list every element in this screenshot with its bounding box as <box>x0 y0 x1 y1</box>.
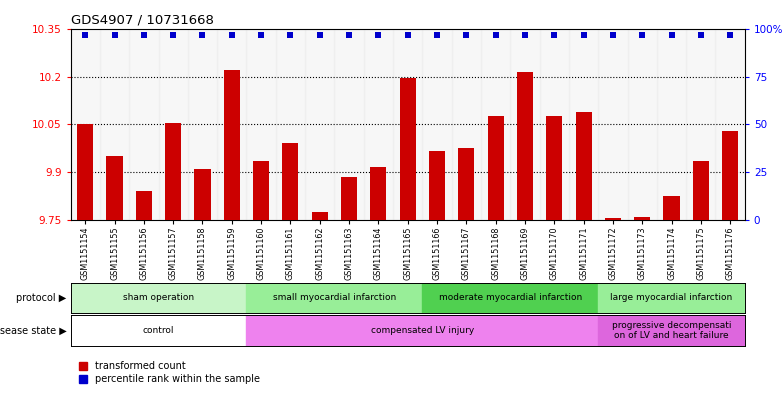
Bar <box>77 124 93 220</box>
Point <box>401 32 414 38</box>
Bar <box>546 116 562 220</box>
Bar <box>223 70 240 220</box>
Bar <box>400 78 416 220</box>
Point <box>167 32 180 38</box>
Point <box>548 32 561 38</box>
Text: compensated LV injury: compensated LV injury <box>371 326 474 335</box>
Bar <box>458 148 474 220</box>
Bar <box>364 29 393 220</box>
Bar <box>71 283 246 313</box>
Bar <box>165 123 181 220</box>
Bar <box>598 283 745 313</box>
Bar <box>335 29 364 220</box>
Bar <box>693 161 709 220</box>
Bar <box>246 283 423 313</box>
Text: small myocardial infarction: small myocardial infarction <box>273 294 396 302</box>
Bar <box>429 151 445 220</box>
Bar <box>423 283 598 313</box>
Bar <box>253 161 269 220</box>
Bar <box>194 169 211 220</box>
Point <box>577 32 590 38</box>
Bar <box>569 29 598 220</box>
Point <box>489 32 502 38</box>
Text: disease state ▶: disease state ▶ <box>0 325 67 336</box>
Bar <box>686 29 716 220</box>
Bar <box>107 156 122 220</box>
Point <box>79 32 92 38</box>
Bar <box>539 29 569 220</box>
Point <box>636 32 648 38</box>
Point <box>724 32 736 38</box>
Bar <box>598 29 627 220</box>
Bar <box>305 29 335 220</box>
Bar <box>158 29 188 220</box>
Point <box>607 32 619 38</box>
Point <box>196 32 209 38</box>
Bar <box>341 177 358 220</box>
Legend: transformed count, percentile rank within the sample: transformed count, percentile rank withi… <box>79 361 260 384</box>
Point <box>314 32 326 38</box>
Point <box>284 32 296 38</box>
Point <box>343 32 355 38</box>
Text: large myocardial infarction: large myocardial infarction <box>611 294 732 302</box>
Point <box>460 32 473 38</box>
Bar <box>282 143 299 220</box>
Bar <box>575 112 592 220</box>
Text: protocol ▶: protocol ▶ <box>16 293 67 303</box>
Bar <box>217 29 246 220</box>
Point <box>695 32 707 38</box>
Text: sham operation: sham operation <box>123 294 194 302</box>
Bar <box>452 29 481 220</box>
Point <box>108 32 121 38</box>
Bar <box>510 29 539 220</box>
Bar <box>246 29 276 220</box>
Bar <box>71 315 246 346</box>
Point <box>666 32 678 38</box>
Bar <box>481 29 510 220</box>
Bar <box>71 29 100 220</box>
Bar <box>627 29 657 220</box>
Bar <box>598 315 745 346</box>
Bar <box>657 29 686 220</box>
Bar <box>663 196 680 220</box>
Bar <box>393 29 423 220</box>
Text: progressive decompensati
on of LV and heart failure: progressive decompensati on of LV and he… <box>612 321 731 340</box>
Bar <box>136 191 152 220</box>
Point <box>255 32 267 38</box>
Text: moderate myocardial infarction: moderate myocardial infarction <box>439 294 582 302</box>
Bar <box>312 212 328 220</box>
Point <box>430 32 443 38</box>
Point <box>137 32 150 38</box>
Bar <box>188 29 217 220</box>
Bar <box>488 116 503 220</box>
Bar <box>129 29 158 220</box>
Bar <box>517 72 533 220</box>
Bar <box>604 218 621 220</box>
Point <box>226 32 238 38</box>
Point <box>519 32 532 38</box>
Text: control: control <box>143 326 174 335</box>
Bar <box>370 167 387 220</box>
Bar <box>246 315 598 346</box>
Bar <box>634 217 650 220</box>
Bar <box>276 29 305 220</box>
Bar <box>100 29 129 220</box>
Bar <box>716 29 745 220</box>
Bar <box>423 29 452 220</box>
Text: GDS4907 / 10731668: GDS4907 / 10731668 <box>71 13 213 26</box>
Point <box>372 32 385 38</box>
Bar <box>722 131 739 220</box>
